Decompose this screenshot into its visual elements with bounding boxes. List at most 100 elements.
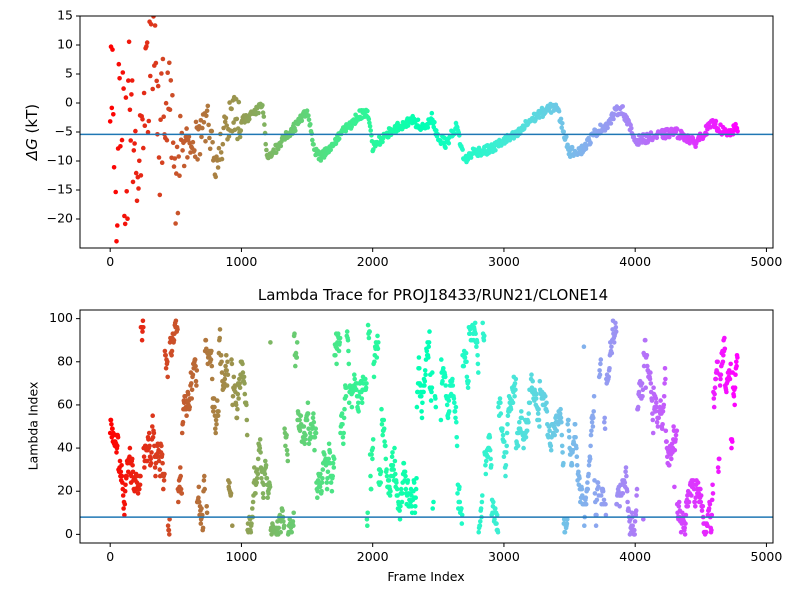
lambda-point [224, 353, 229, 358]
lambda-point [119, 463, 124, 468]
lambda-point [402, 469, 408, 475]
lambda-point [682, 525, 687, 531]
delta-g-point [148, 73, 153, 79]
lambda-point [354, 387, 359, 393]
delta-g-point [218, 150, 224, 155]
lambda-point [536, 406, 541, 412]
lambda-point [137, 482, 143, 488]
delta-g-point [124, 189, 129, 194]
lambda-point [217, 327, 223, 332]
lambda-point [414, 404, 420, 410]
lambda-point [441, 366, 446, 371]
delta-g-point [160, 56, 166, 62]
lambda-point [118, 469, 124, 475]
lambda-point [476, 370, 481, 375]
lambda-point [161, 478, 167, 483]
lambda-point [648, 370, 653, 375]
lambda-point [632, 519, 638, 524]
lambda-point [464, 359, 469, 365]
lambda-point [581, 344, 587, 350]
lambda-point [734, 359, 739, 365]
lambda-point [378, 469, 384, 475]
lambda-point [285, 458, 291, 464]
lambda-point [733, 372, 738, 378]
lambda-point [582, 523, 587, 528]
delta-g-x-tick-label: 1000 [226, 254, 258, 269]
delta-g-point [215, 165, 221, 170]
lambda-point [159, 452, 165, 457]
lambda-point [426, 355, 431, 360]
lambda-point [716, 469, 721, 475]
lambda-point [382, 439, 387, 444]
lambda-point [488, 456, 493, 462]
lambda-point [727, 376, 733, 382]
lambda-point [189, 387, 195, 393]
delta-g-point [125, 216, 130, 221]
delta-g-point [181, 163, 187, 169]
delta-g-point [222, 119, 228, 125]
lambda-point [341, 441, 346, 447]
lambda-point [149, 450, 154, 455]
lambda-point [163, 366, 169, 371]
lambda-point [204, 346, 209, 352]
delta-g-point [415, 117, 421, 123]
lambda-point [629, 510, 635, 516]
lambda-point [711, 404, 717, 410]
lambda-point [412, 510, 418, 516]
lambda-point [330, 460, 336, 466]
lambda-point [381, 426, 387, 432]
lambda-point [375, 333, 380, 339]
lambda-point [196, 499, 202, 505]
delta-g-point [163, 100, 169, 106]
lambda-point [574, 463, 580, 468]
delta-g-point [141, 145, 146, 151]
lambda-point [588, 443, 593, 449]
lambda-point [344, 329, 350, 334]
lambda-point [341, 430, 347, 436]
lambda-point [255, 456, 261, 462]
delta-g-point [318, 158, 324, 163]
lambda-point [368, 486, 374, 492]
lambda-point [212, 404, 217, 410]
lambda-point [109, 422, 114, 427]
lambda-point [455, 491, 460, 496]
lambda-point [334, 361, 339, 367]
lambda-point [297, 417, 302, 423]
delta-g-y-tick-label: −10 [47, 153, 73, 168]
lambda-point [512, 394, 517, 399]
delta-g-point [171, 164, 177, 169]
delta-g-point [446, 141, 452, 146]
delta-g-y-axis-label-unit: (kT) [23, 104, 41, 138]
lambda-point [215, 413, 221, 419]
lambda-point [365, 523, 370, 528]
lambda-point [317, 484, 323, 490]
delta-g-point [159, 71, 164, 76]
delta-g-point [220, 141, 226, 147]
delta-g-point [133, 128, 138, 134]
lambda-point [301, 424, 307, 429]
lambda-point [230, 394, 236, 399]
lambda-point [119, 473, 125, 479]
delta-g-point [611, 116, 616, 122]
delta-g-point [229, 106, 234, 112]
delta-g-point [154, 78, 159, 84]
delta-g-point [129, 92, 134, 97]
lambda-point [586, 463, 592, 468]
lambda-point [650, 417, 656, 423]
lambda-point [693, 504, 698, 509]
delta-g-point [263, 141, 269, 147]
lambda-point [707, 501, 713, 507]
lambda-point [729, 445, 734, 451]
lambda-point [146, 437, 151, 442]
lambda-point [602, 415, 607, 421]
lambda-point [457, 484, 462, 490]
lambda-point [452, 400, 457, 406]
lambda-point [376, 340, 381, 345]
lambda-point [150, 413, 155, 419]
lambda-point [586, 471, 591, 477]
lambda-point [524, 428, 530, 434]
lambda-point [227, 480, 232, 485]
delta-g-point [207, 135, 212, 141]
lambda-point [595, 480, 601, 485]
lambda-axes-frame [79, 309, 774, 544]
